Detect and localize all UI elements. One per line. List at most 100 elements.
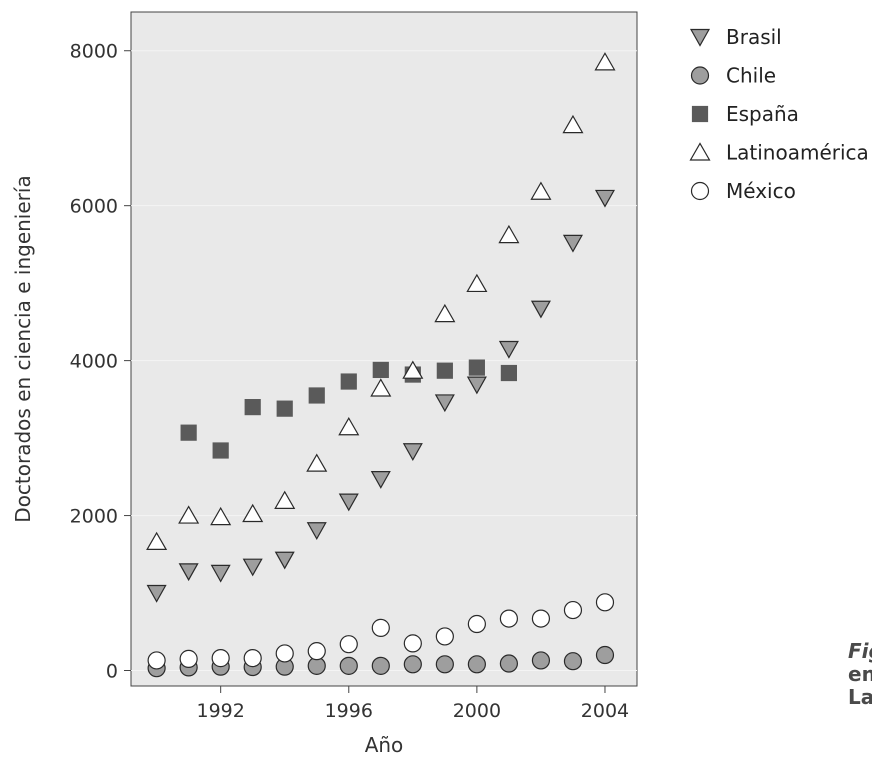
x-tick-label: 2000 xyxy=(453,700,501,722)
data-point xyxy=(403,655,422,674)
data-point xyxy=(499,609,518,628)
y-axis-title: Doctorados en ciencia e ingeniería xyxy=(11,175,35,522)
data-point xyxy=(435,655,454,674)
data-point xyxy=(371,656,390,675)
legend-label: Chile xyxy=(726,64,776,88)
legend-marker xyxy=(689,142,711,161)
data-point xyxy=(434,303,456,323)
data-point xyxy=(242,558,263,577)
data-point xyxy=(530,300,551,319)
data-point xyxy=(370,378,392,397)
data-point xyxy=(244,399,261,416)
data-point xyxy=(180,424,197,441)
data-point xyxy=(242,503,264,523)
data-point xyxy=(307,642,326,661)
data-point xyxy=(274,551,295,570)
figure-caption: Fig en La xyxy=(848,640,872,760)
x-axis-title: Año xyxy=(365,733,404,757)
legend: Brasil Chile España Latinoamérica México xyxy=(689,25,869,203)
legend-marker xyxy=(691,105,709,123)
data-point xyxy=(340,373,357,390)
data-point xyxy=(594,52,616,71)
data-point xyxy=(211,649,230,668)
data-point xyxy=(467,614,486,634)
data-point xyxy=(306,522,327,541)
data-point xyxy=(468,359,485,376)
data-point xyxy=(147,651,166,670)
data-point xyxy=(434,394,455,413)
x-tick-label: 2004 xyxy=(581,700,629,722)
x-tick-label: 1996 xyxy=(325,700,373,722)
data-point xyxy=(402,360,424,379)
data-point xyxy=(210,564,231,583)
data-point xyxy=(595,645,615,665)
axes: 0 2000 4000 6000 8000 1992 1996 2000 2004 xyxy=(70,41,630,722)
data-point xyxy=(500,364,517,382)
figure-caption-line: La xyxy=(848,685,872,709)
plot-area xyxy=(130,11,638,687)
y-tick-label: 8000 xyxy=(70,41,118,63)
data-point xyxy=(466,273,488,293)
data-point xyxy=(146,584,167,603)
data-point xyxy=(338,417,360,436)
legend-item: España xyxy=(691,102,799,126)
data-point xyxy=(370,471,391,489)
data-point xyxy=(531,609,551,628)
data-point xyxy=(179,649,198,668)
data-point xyxy=(530,181,552,200)
data-point xyxy=(531,651,551,670)
series-méxico xyxy=(147,593,615,670)
data-point xyxy=(276,400,293,417)
data-point xyxy=(212,442,229,459)
legend-label: Brasil xyxy=(726,25,782,49)
data-point xyxy=(563,652,583,671)
data-point xyxy=(498,340,519,359)
data-point xyxy=(402,443,423,461)
series-latinoamérica xyxy=(146,52,616,551)
legend-marker xyxy=(690,181,710,201)
x-tick-label: 1992 xyxy=(196,700,244,722)
data-point xyxy=(371,618,390,637)
data-point xyxy=(498,224,520,244)
data-point xyxy=(178,563,199,582)
data-point xyxy=(339,656,358,675)
data-point xyxy=(594,189,616,208)
data-point xyxy=(210,506,232,526)
data-point xyxy=(308,387,325,404)
legend-item: Brasil xyxy=(689,25,782,49)
data-point xyxy=(499,654,518,673)
data-point xyxy=(467,655,486,674)
data-point xyxy=(595,593,615,612)
data-point xyxy=(274,490,296,509)
data-point xyxy=(562,234,583,253)
data-point xyxy=(435,627,454,646)
data-point xyxy=(178,505,200,524)
legend-marker xyxy=(690,66,710,85)
data-point xyxy=(403,634,422,653)
legend-label: Latinoamérica xyxy=(726,141,869,165)
y-tick-label: 2000 xyxy=(70,506,118,528)
data-point xyxy=(275,644,294,663)
y-tick-label: 4000 xyxy=(70,351,118,373)
figure-caption-line: en xyxy=(848,662,872,686)
legend-label: España xyxy=(726,102,799,126)
legend-marker xyxy=(689,28,711,47)
data-point xyxy=(338,493,359,512)
series-brasil xyxy=(146,189,616,603)
figure-caption-line: Fig xyxy=(848,640,872,663)
legend-item: México xyxy=(690,179,796,203)
data-point xyxy=(562,114,584,134)
data-point xyxy=(146,531,168,551)
gridlines xyxy=(131,50,637,672)
data-point xyxy=(372,361,389,379)
y-tick-label: 0 xyxy=(106,661,118,683)
data-point xyxy=(243,649,262,668)
data-point xyxy=(339,635,358,654)
y-tick-label: 6000 xyxy=(70,196,118,218)
legend-label: México xyxy=(726,179,796,203)
data-points xyxy=(146,52,616,678)
legend-item: Latinoamérica xyxy=(689,141,869,165)
data-point xyxy=(466,376,487,395)
data-point xyxy=(436,362,453,379)
